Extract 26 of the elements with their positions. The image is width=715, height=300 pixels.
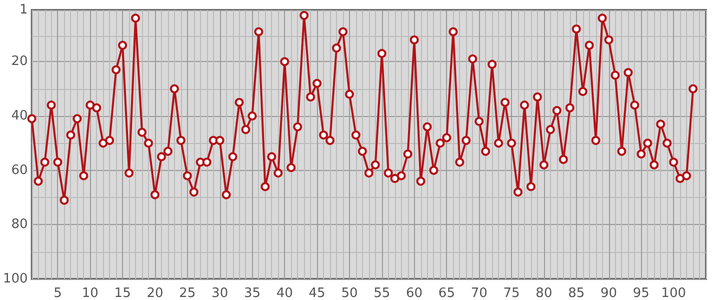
- x-tick-label: 30: [212, 286, 228, 300]
- y-tick-label: 100: [2, 272, 28, 286]
- x-tick-label: 35: [244, 286, 260, 300]
- y-tick-label: 80: [11, 217, 28, 232]
- x-tick-label: 10: [82, 286, 98, 300]
- x-tick-label: 65: [438, 286, 455, 300]
- x-tick-label: 80: [536, 286, 552, 300]
- x-tick-label: 85: [568, 286, 585, 300]
- x-tick-label: 15: [114, 286, 131, 300]
- x-tick-label: 100: [661, 286, 686, 300]
- x-tick-label: 5: [54, 286, 62, 300]
- y-tick-label: 20: [11, 54, 28, 70]
- x-tick-label: 60: [406, 286, 423, 300]
- x-tick-label: 75: [503, 286, 520, 300]
- x-tick-label: 50: [341, 286, 358, 300]
- x-tick-label: 70: [470, 286, 488, 300]
- x-tick-label: 90: [600, 286, 618, 300]
- x-tick-label: 25: [179, 286, 196, 300]
- x-tick-label: 45: [308, 286, 326, 300]
- x-tick-label: 40: [276, 286, 293, 300]
- y-tick-label: 60: [11, 162, 28, 178]
- x-tick-label: 20: [146, 286, 164, 300]
- x-tick-label: 95: [632, 286, 650, 300]
- y-tick-label: 1: [20, 2, 28, 18]
- x-tick-label: 55: [374, 286, 390, 300]
- y-tick-label: 40: [11, 108, 28, 124]
